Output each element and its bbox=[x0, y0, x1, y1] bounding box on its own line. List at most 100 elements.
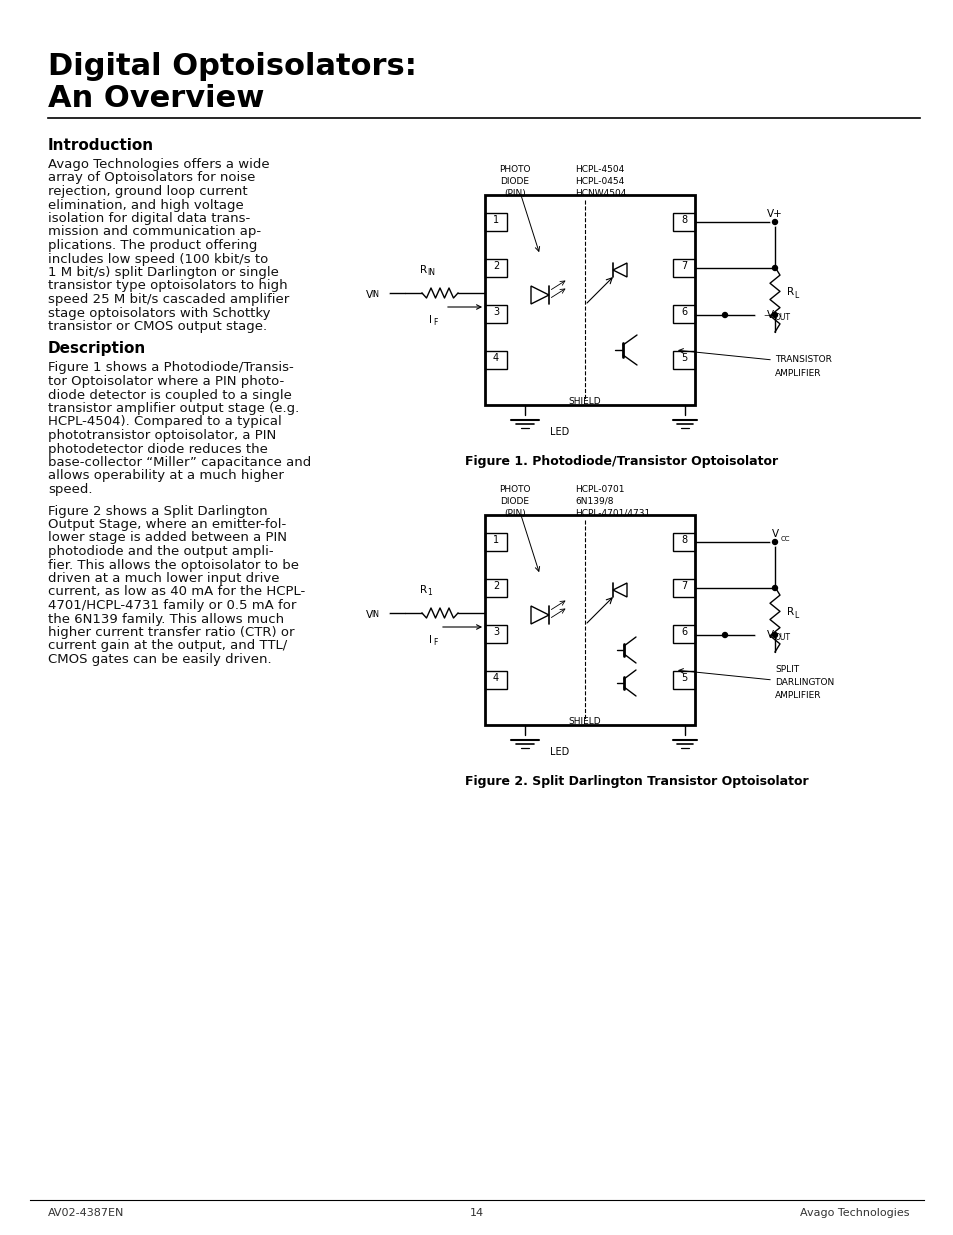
Text: HCPL-0454: HCPL-0454 bbox=[575, 177, 623, 186]
Bar bbox=[672, 351, 695, 369]
Text: 5: 5 bbox=[680, 353, 686, 363]
Circle shape bbox=[380, 289, 389, 296]
Circle shape bbox=[772, 585, 777, 590]
Text: 1: 1 bbox=[493, 535, 498, 545]
Text: photodetector diode reduces the: photodetector diode reduces the bbox=[48, 442, 268, 456]
Bar bbox=[672, 212, 695, 231]
Text: speed 25 M bit/s cascaded amplifier: speed 25 M bit/s cascaded amplifier bbox=[48, 293, 289, 306]
Circle shape bbox=[772, 312, 777, 317]
Text: 8: 8 bbox=[680, 535, 686, 545]
Bar bbox=[672, 259, 695, 277]
Bar bbox=[672, 579, 695, 597]
Text: 5: 5 bbox=[680, 673, 686, 683]
Text: Figure 2 shows a Split Darlington: Figure 2 shows a Split Darlington bbox=[48, 505, 268, 517]
Text: 7: 7 bbox=[680, 580, 686, 592]
Text: TRANSISTOR: TRANSISTOR bbox=[774, 354, 831, 364]
Text: photodiode and the output ampli-: photodiode and the output ampli- bbox=[48, 545, 274, 558]
Text: SHIELD: SHIELD bbox=[568, 718, 600, 726]
Bar bbox=[484, 534, 506, 551]
Text: stage optoisolators with Schottky: stage optoisolators with Schottky bbox=[48, 306, 271, 320]
Circle shape bbox=[380, 609, 389, 618]
Text: transistor amplifier output stage (e.g.: transistor amplifier output stage (e.g. bbox=[48, 403, 299, 415]
Circle shape bbox=[721, 632, 727, 637]
Circle shape bbox=[772, 540, 777, 545]
Circle shape bbox=[770, 538, 779, 546]
Bar bbox=[672, 671, 695, 689]
Polygon shape bbox=[613, 583, 626, 597]
Text: Figure 2. Split Darlington Transistor Optoisolator: Figure 2. Split Darlington Transistor Op… bbox=[464, 776, 808, 788]
Text: OUT: OUT bbox=[774, 634, 790, 642]
Text: V: V bbox=[366, 290, 373, 300]
Text: isolation for digital data trans-: isolation for digital data trans- bbox=[48, 212, 250, 225]
Text: 2: 2 bbox=[493, 580, 498, 592]
Text: R: R bbox=[419, 585, 427, 595]
Text: plications. The product offering: plications. The product offering bbox=[48, 240, 257, 252]
Circle shape bbox=[772, 632, 777, 637]
Text: 6: 6 bbox=[680, 627, 686, 637]
Bar bbox=[484, 671, 506, 689]
Text: Introduction: Introduction bbox=[48, 138, 154, 153]
Text: allows operability at a much higher: allows operability at a much higher bbox=[48, 469, 284, 483]
Text: I: I bbox=[429, 315, 432, 325]
Text: V+: V+ bbox=[766, 209, 782, 219]
Text: 6N139/8: 6N139/8 bbox=[575, 496, 613, 506]
Text: fier. This allows the optoisolator to be: fier. This allows the optoisolator to be bbox=[48, 558, 298, 572]
Text: Description: Description bbox=[48, 342, 146, 357]
Text: LED: LED bbox=[550, 427, 569, 437]
Text: 3: 3 bbox=[493, 627, 498, 637]
Circle shape bbox=[721, 312, 727, 317]
Text: AV02-4387EN: AV02-4387EN bbox=[48, 1208, 124, 1218]
Text: base-collector “Miller” capacitance and: base-collector “Miller” capacitance and bbox=[48, 456, 311, 469]
Text: Avago Technologies: Avago Technologies bbox=[800, 1208, 909, 1218]
Text: 1 M bit/s) split Darlington or single: 1 M bit/s) split Darlington or single bbox=[48, 266, 278, 279]
Text: V: V bbox=[366, 610, 373, 620]
Text: PHOTO: PHOTO bbox=[498, 485, 530, 494]
Text: AMPLIFIER: AMPLIFIER bbox=[774, 369, 821, 378]
Text: rejection, ground loop current: rejection, ground loop current bbox=[48, 185, 248, 198]
Text: diode detector is coupled to a single: diode detector is coupled to a single bbox=[48, 389, 292, 401]
Text: SHIELD: SHIELD bbox=[568, 396, 600, 406]
Text: DARLINGTON: DARLINGTON bbox=[774, 678, 833, 687]
Text: 1: 1 bbox=[493, 215, 498, 225]
Text: L: L bbox=[793, 290, 798, 300]
Text: Avago Technologies offers a wide: Avago Technologies offers a wide bbox=[48, 158, 270, 170]
Text: SPLIT: SPLIT bbox=[774, 664, 799, 674]
Bar bbox=[484, 625, 506, 643]
Text: phototransistor optoisolator, a PIN: phototransistor optoisolator, a PIN bbox=[48, 429, 276, 442]
Text: F: F bbox=[434, 317, 437, 327]
Circle shape bbox=[772, 266, 777, 270]
Text: Digital Optoisolators:: Digital Optoisolators: bbox=[48, 52, 416, 82]
Text: (PIN): (PIN) bbox=[503, 509, 525, 517]
Text: R: R bbox=[786, 287, 793, 296]
Text: AMPLIFIER: AMPLIFIER bbox=[774, 692, 821, 700]
Bar bbox=[484, 515, 695, 725]
Text: the 6N139 family. This allows much: the 6N139 family. This allows much bbox=[48, 613, 284, 625]
Text: 6: 6 bbox=[680, 308, 686, 317]
Text: 2: 2 bbox=[493, 261, 498, 270]
Text: speed.: speed. bbox=[48, 483, 92, 496]
Text: HCPL-4504). Compared to a typical: HCPL-4504). Compared to a typical bbox=[48, 415, 281, 429]
Text: An Overview: An Overview bbox=[48, 84, 264, 112]
Circle shape bbox=[772, 220, 777, 225]
Bar bbox=[484, 195, 695, 405]
Text: 1: 1 bbox=[427, 588, 432, 597]
Text: driven at a much lower input drive: driven at a much lower input drive bbox=[48, 572, 279, 585]
Polygon shape bbox=[613, 263, 626, 277]
Bar bbox=[484, 212, 506, 231]
Text: HCPL-4504: HCPL-4504 bbox=[575, 165, 623, 174]
Text: 7: 7 bbox=[680, 261, 686, 270]
Bar bbox=[672, 625, 695, 643]
Polygon shape bbox=[531, 606, 548, 624]
Text: IN: IN bbox=[371, 610, 378, 619]
Text: 8: 8 bbox=[680, 215, 686, 225]
Text: CC: CC bbox=[781, 536, 790, 542]
Text: R: R bbox=[786, 606, 793, 618]
Text: higher current transfer ratio (CTR) or: higher current transfer ratio (CTR) or bbox=[48, 626, 294, 638]
Text: 3: 3 bbox=[493, 308, 498, 317]
Bar bbox=[672, 534, 695, 551]
Bar bbox=[484, 259, 506, 277]
Text: includes low speed (100 kbit/s to: includes low speed (100 kbit/s to bbox=[48, 252, 268, 266]
Text: HCNW4504: HCNW4504 bbox=[575, 189, 626, 198]
Text: current, as low as 40 mA for the HCPL-: current, as low as 40 mA for the HCPL- bbox=[48, 585, 305, 599]
Text: R: R bbox=[419, 266, 427, 275]
